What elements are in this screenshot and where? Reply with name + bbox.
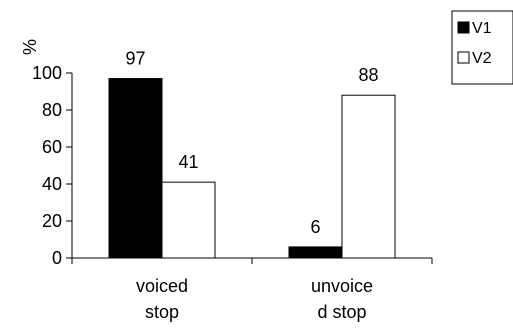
x-category-label: voiced — [136, 276, 188, 296]
x-category-label: stop — [145, 302, 179, 322]
bar-v1-1 — [108, 78, 163, 259]
x-category-label: d stop — [317, 302, 366, 322]
legend-swatch-v2 — [457, 51, 470, 64]
legend-label-v2: V2 — [472, 50, 492, 67]
y-tick-label: 60 — [42, 137, 62, 157]
chart-labels: 0 20 40 60 80 100% 97 41 voiced stop 6 88 unvoice d s… — [20, 39, 379, 322]
y-tick-label: 20 — [42, 211, 62, 231]
y-tick-label: 100 — [32, 63, 62, 83]
y-axis-unit-label: % — [20, 39, 40, 55]
bar-v2-1 — [161, 181, 216, 259]
data-label-v2-2: 88 — [358, 65, 378, 85]
bar-v2-2 — [341, 94, 396, 259]
data-label-v2-1: 41 — [178, 152, 198, 172]
y-tick-label: 0 — [52, 248, 62, 268]
x-category-label: unvoice — [311, 276, 373, 296]
y-tick-label: 40 — [42, 174, 62, 194]
chart-bars — [108, 78, 396, 259]
bar-v1-2 — [288, 246, 343, 259]
data-label-v1-2: 6 — [310, 217, 320, 237]
legend-label-v1: V1 — [472, 20, 492, 37]
y-tick-label: 80 — [42, 100, 62, 120]
data-label-v1-1: 97 — [125, 49, 145, 69]
legend-swatch-v1 — [457, 21, 470, 34]
chart-legend: V1 V2 — [451, 10, 513, 85]
